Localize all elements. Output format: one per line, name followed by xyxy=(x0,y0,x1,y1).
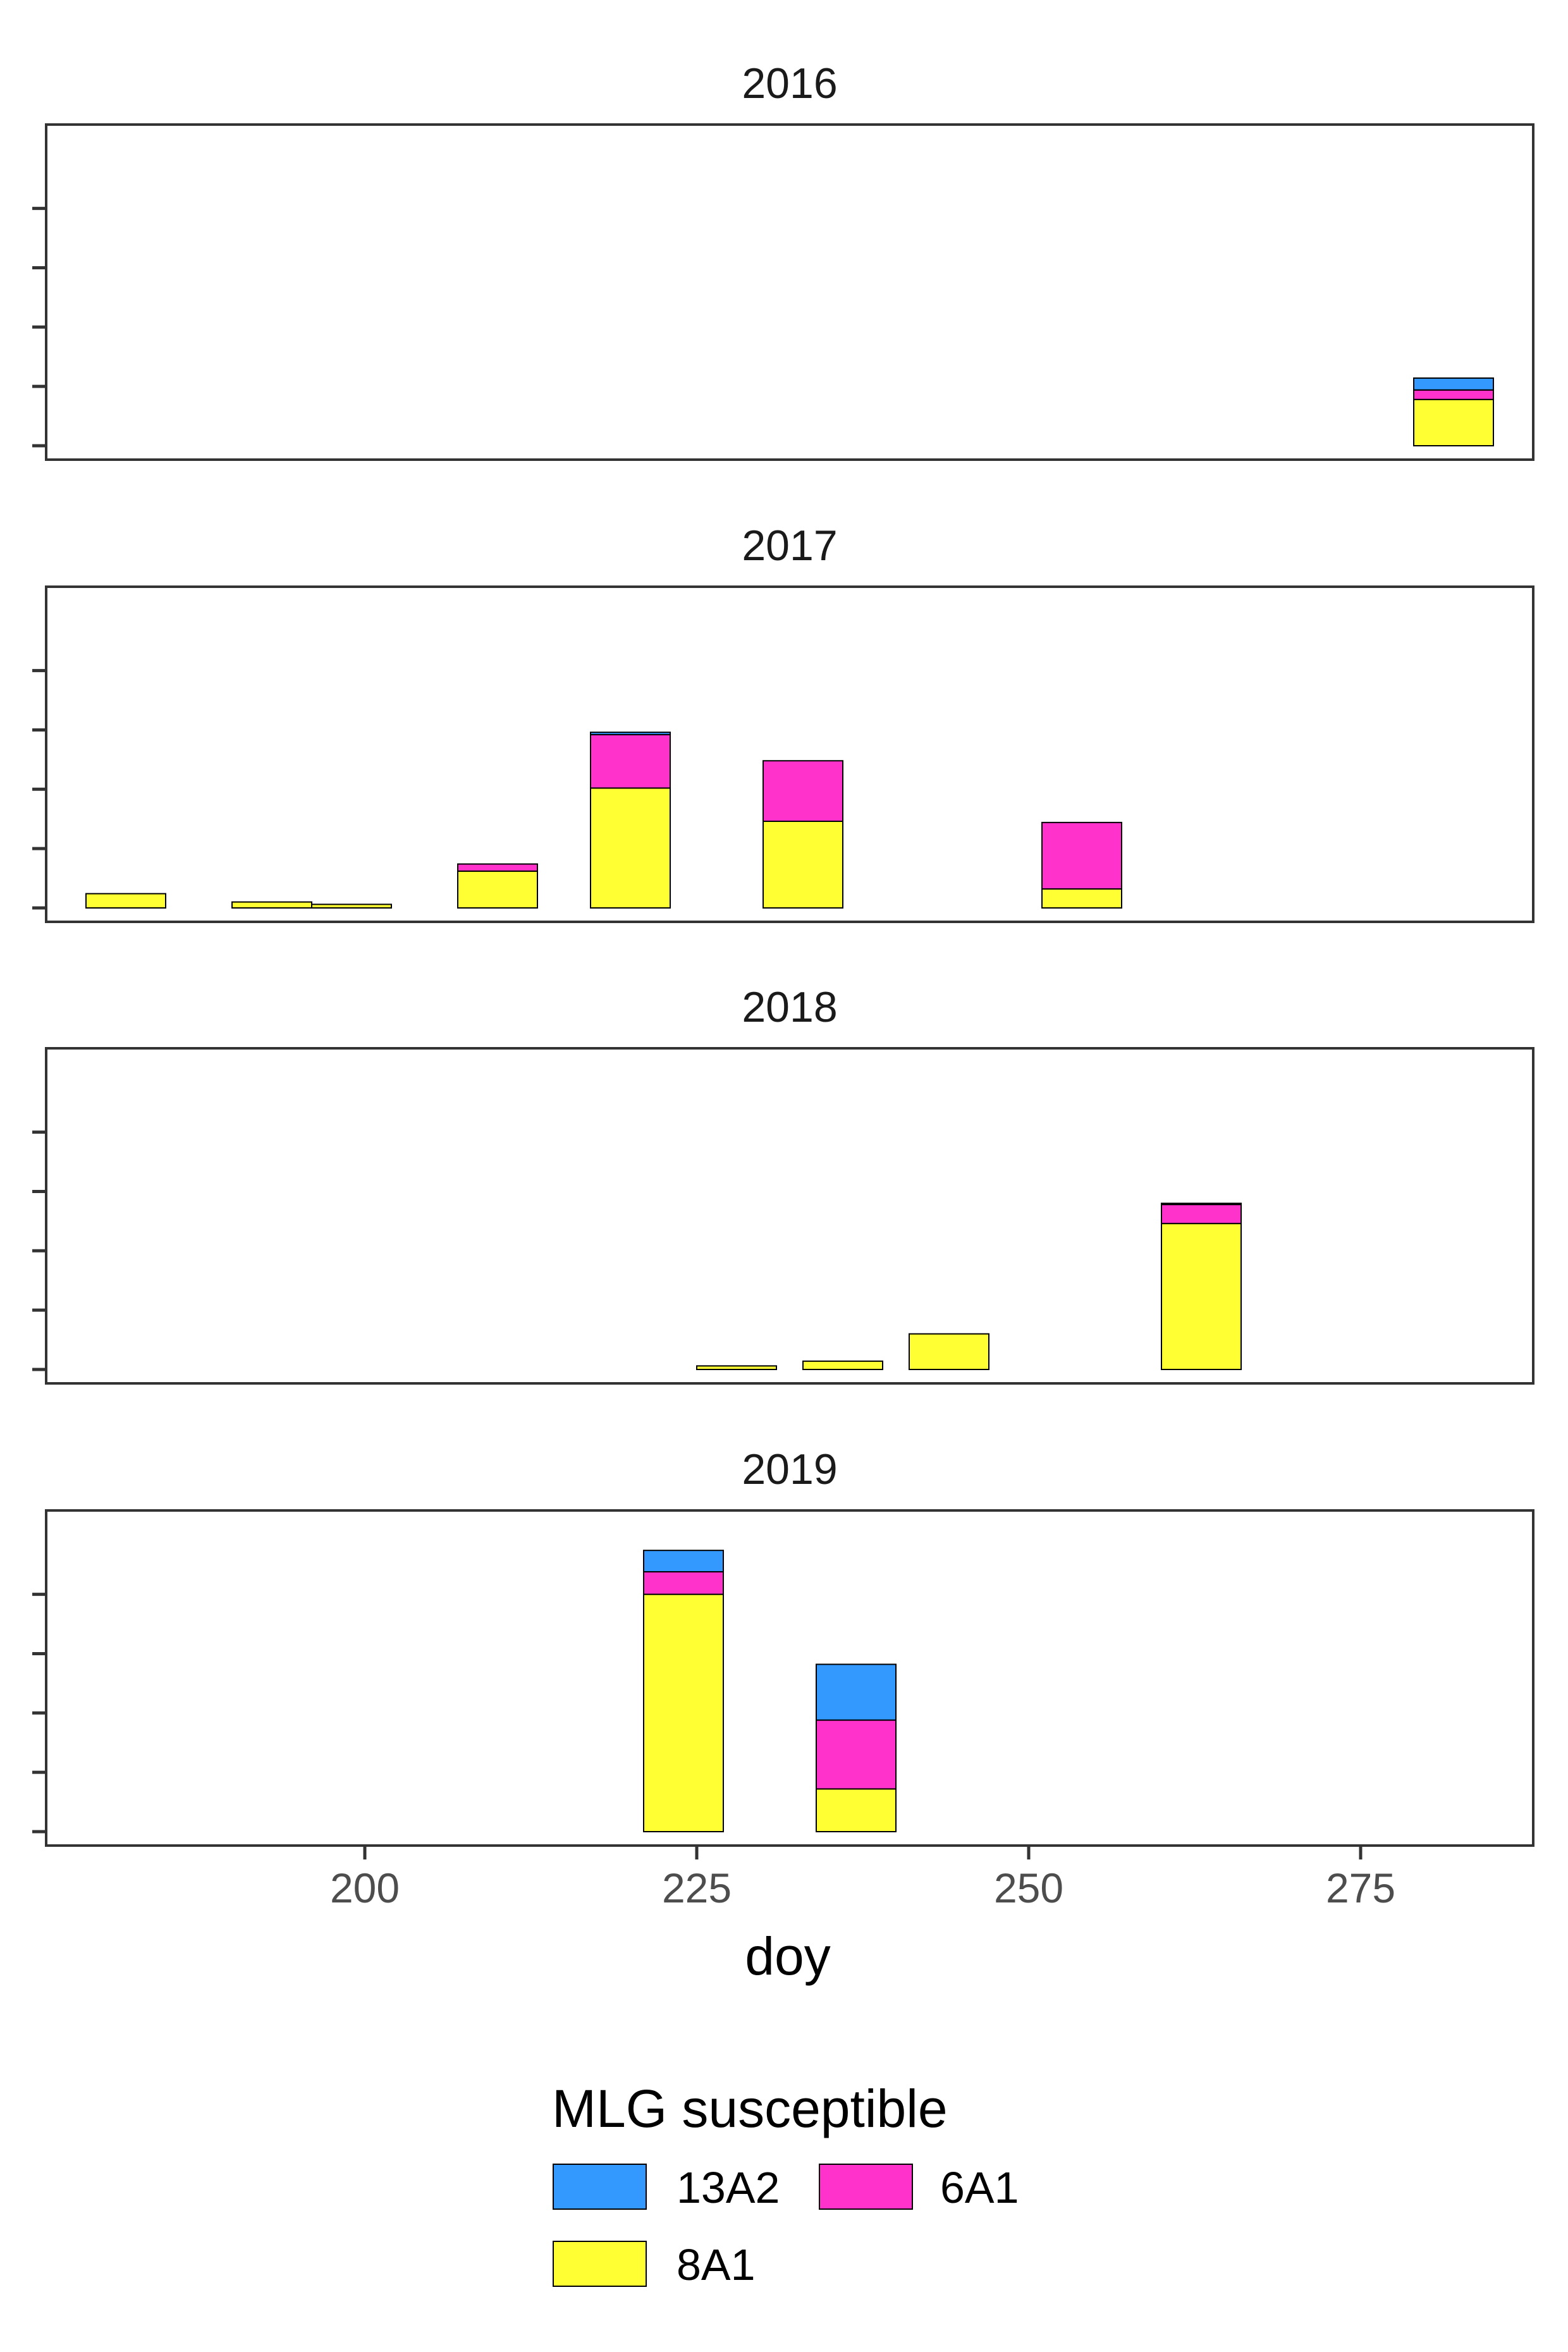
bar-segment-2017-4-8A1 xyxy=(590,787,671,909)
legend-swatch-6A1 xyxy=(819,2164,913,2210)
bar-segment-2016-0-8A1 xyxy=(1413,398,1494,446)
panel-title-2018: 2018 xyxy=(742,983,837,1031)
bar-segment-2017-0-8A1 xyxy=(85,893,166,909)
facet-panel-2017: 2017 xyxy=(32,522,1534,923)
bar-segment-2019-1-6A1 xyxy=(816,1719,897,1790)
x-tick-label-225: 225 xyxy=(662,1865,732,1911)
bar-segment-2017-4-13A2 xyxy=(590,732,671,735)
legend-swatch-13A2 xyxy=(553,2164,647,2210)
legend-swatch-8A1 xyxy=(553,2241,647,2287)
bar-segment-2016-0-6A1 xyxy=(1413,389,1494,400)
bar-segment-2018-3-8A1 xyxy=(1161,1223,1242,1370)
bar-segment-2016-0-13A2 xyxy=(1413,377,1494,391)
legend-title: MLG susceptible xyxy=(552,2079,948,2138)
panel-title-2017: 2017 xyxy=(742,522,837,570)
x-tick-label-250: 250 xyxy=(994,1865,1063,1911)
bar-segment-2018-2-8A1 xyxy=(909,1333,989,1371)
x-tick-label-275: 275 xyxy=(1326,1865,1395,1911)
bar-segment-2019-1-13A2 xyxy=(816,1663,897,1721)
bar-segment-2018-3-13A2 xyxy=(1161,1203,1242,1206)
panel-border-2018 xyxy=(45,1047,1534,1385)
bar-segment-2018-3-6A1 xyxy=(1161,1204,1242,1225)
bar-segment-2017-1-8A1 xyxy=(231,901,312,909)
bar-segment-2017-5-8A1 xyxy=(763,820,843,909)
panel-title-2019: 2019 xyxy=(742,1445,837,1493)
bar-segment-2017-6-6A1 xyxy=(1041,821,1122,890)
bar-segment-2019-0-13A2 xyxy=(643,1550,724,1572)
legend: MLG susceptible 13A2 6A1 8A1 xyxy=(552,2079,1019,2289)
panel-border-2016 xyxy=(45,123,1534,461)
facet-panel-2018: 2018 xyxy=(32,983,1534,1385)
bar-segment-2018-1-8A1 xyxy=(802,1360,883,1371)
bar-segment-2019-0-8A1 xyxy=(643,1593,724,1833)
x-tick-label-200: 200 xyxy=(330,1865,400,1911)
x-axis: 200 225 250 275 xyxy=(330,1846,1395,1911)
bar-segment-2017-3-8A1 xyxy=(457,870,538,909)
facet-panel-2019: 2019 xyxy=(32,1445,1534,1847)
bar-segment-2017-6-8A1 xyxy=(1041,888,1122,909)
x-axis-title: doy xyxy=(745,1926,830,1986)
panel-title-2016: 2016 xyxy=(742,59,837,107)
legend-label-8A1: 8A1 xyxy=(677,2240,756,2289)
panel-border-2019 xyxy=(45,1509,1534,1847)
panel-border-2017 xyxy=(45,585,1534,923)
facet-panels: 2016 2017 2018 2019 xyxy=(32,59,1534,1847)
bar-segment-2017-2-8A1 xyxy=(311,903,392,909)
bar-segment-2017-5-6A1 xyxy=(763,760,843,822)
bar-segment-2019-0-6A1 xyxy=(643,1571,724,1595)
legend-label-6A1: 6A1 xyxy=(940,2163,1019,2212)
bar-segment-2017-3-6A1 xyxy=(457,863,538,872)
bar-segment-2018-0-8A1 xyxy=(696,1365,777,1370)
bar-segment-2019-1-8A1 xyxy=(816,1788,897,1832)
facet-panel-2016: 2016 xyxy=(32,59,1534,461)
legend-label-13A2: 13A2 xyxy=(677,2163,780,2212)
bar-segment-2017-4-6A1 xyxy=(590,733,671,789)
